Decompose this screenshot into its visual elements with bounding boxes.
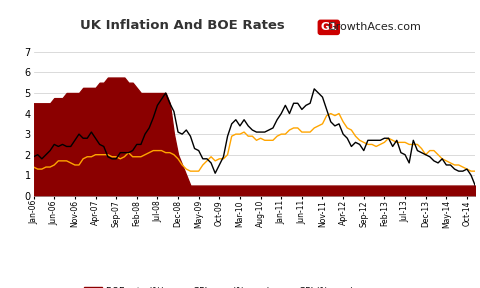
Text: UK Inflation And BOE Rates: UK Inflation And BOE Rates — [80, 19, 285, 33]
Text: G1: G1 — [320, 22, 337, 32]
Text: GrowthAces.com: GrowthAces.com — [327, 22, 421, 32]
Legend: BOE rate (%), CPI core (%, yoy), CPI (%, yoy): BOE rate (%), CPI core (%, yoy), CPI (%,… — [81, 283, 358, 288]
